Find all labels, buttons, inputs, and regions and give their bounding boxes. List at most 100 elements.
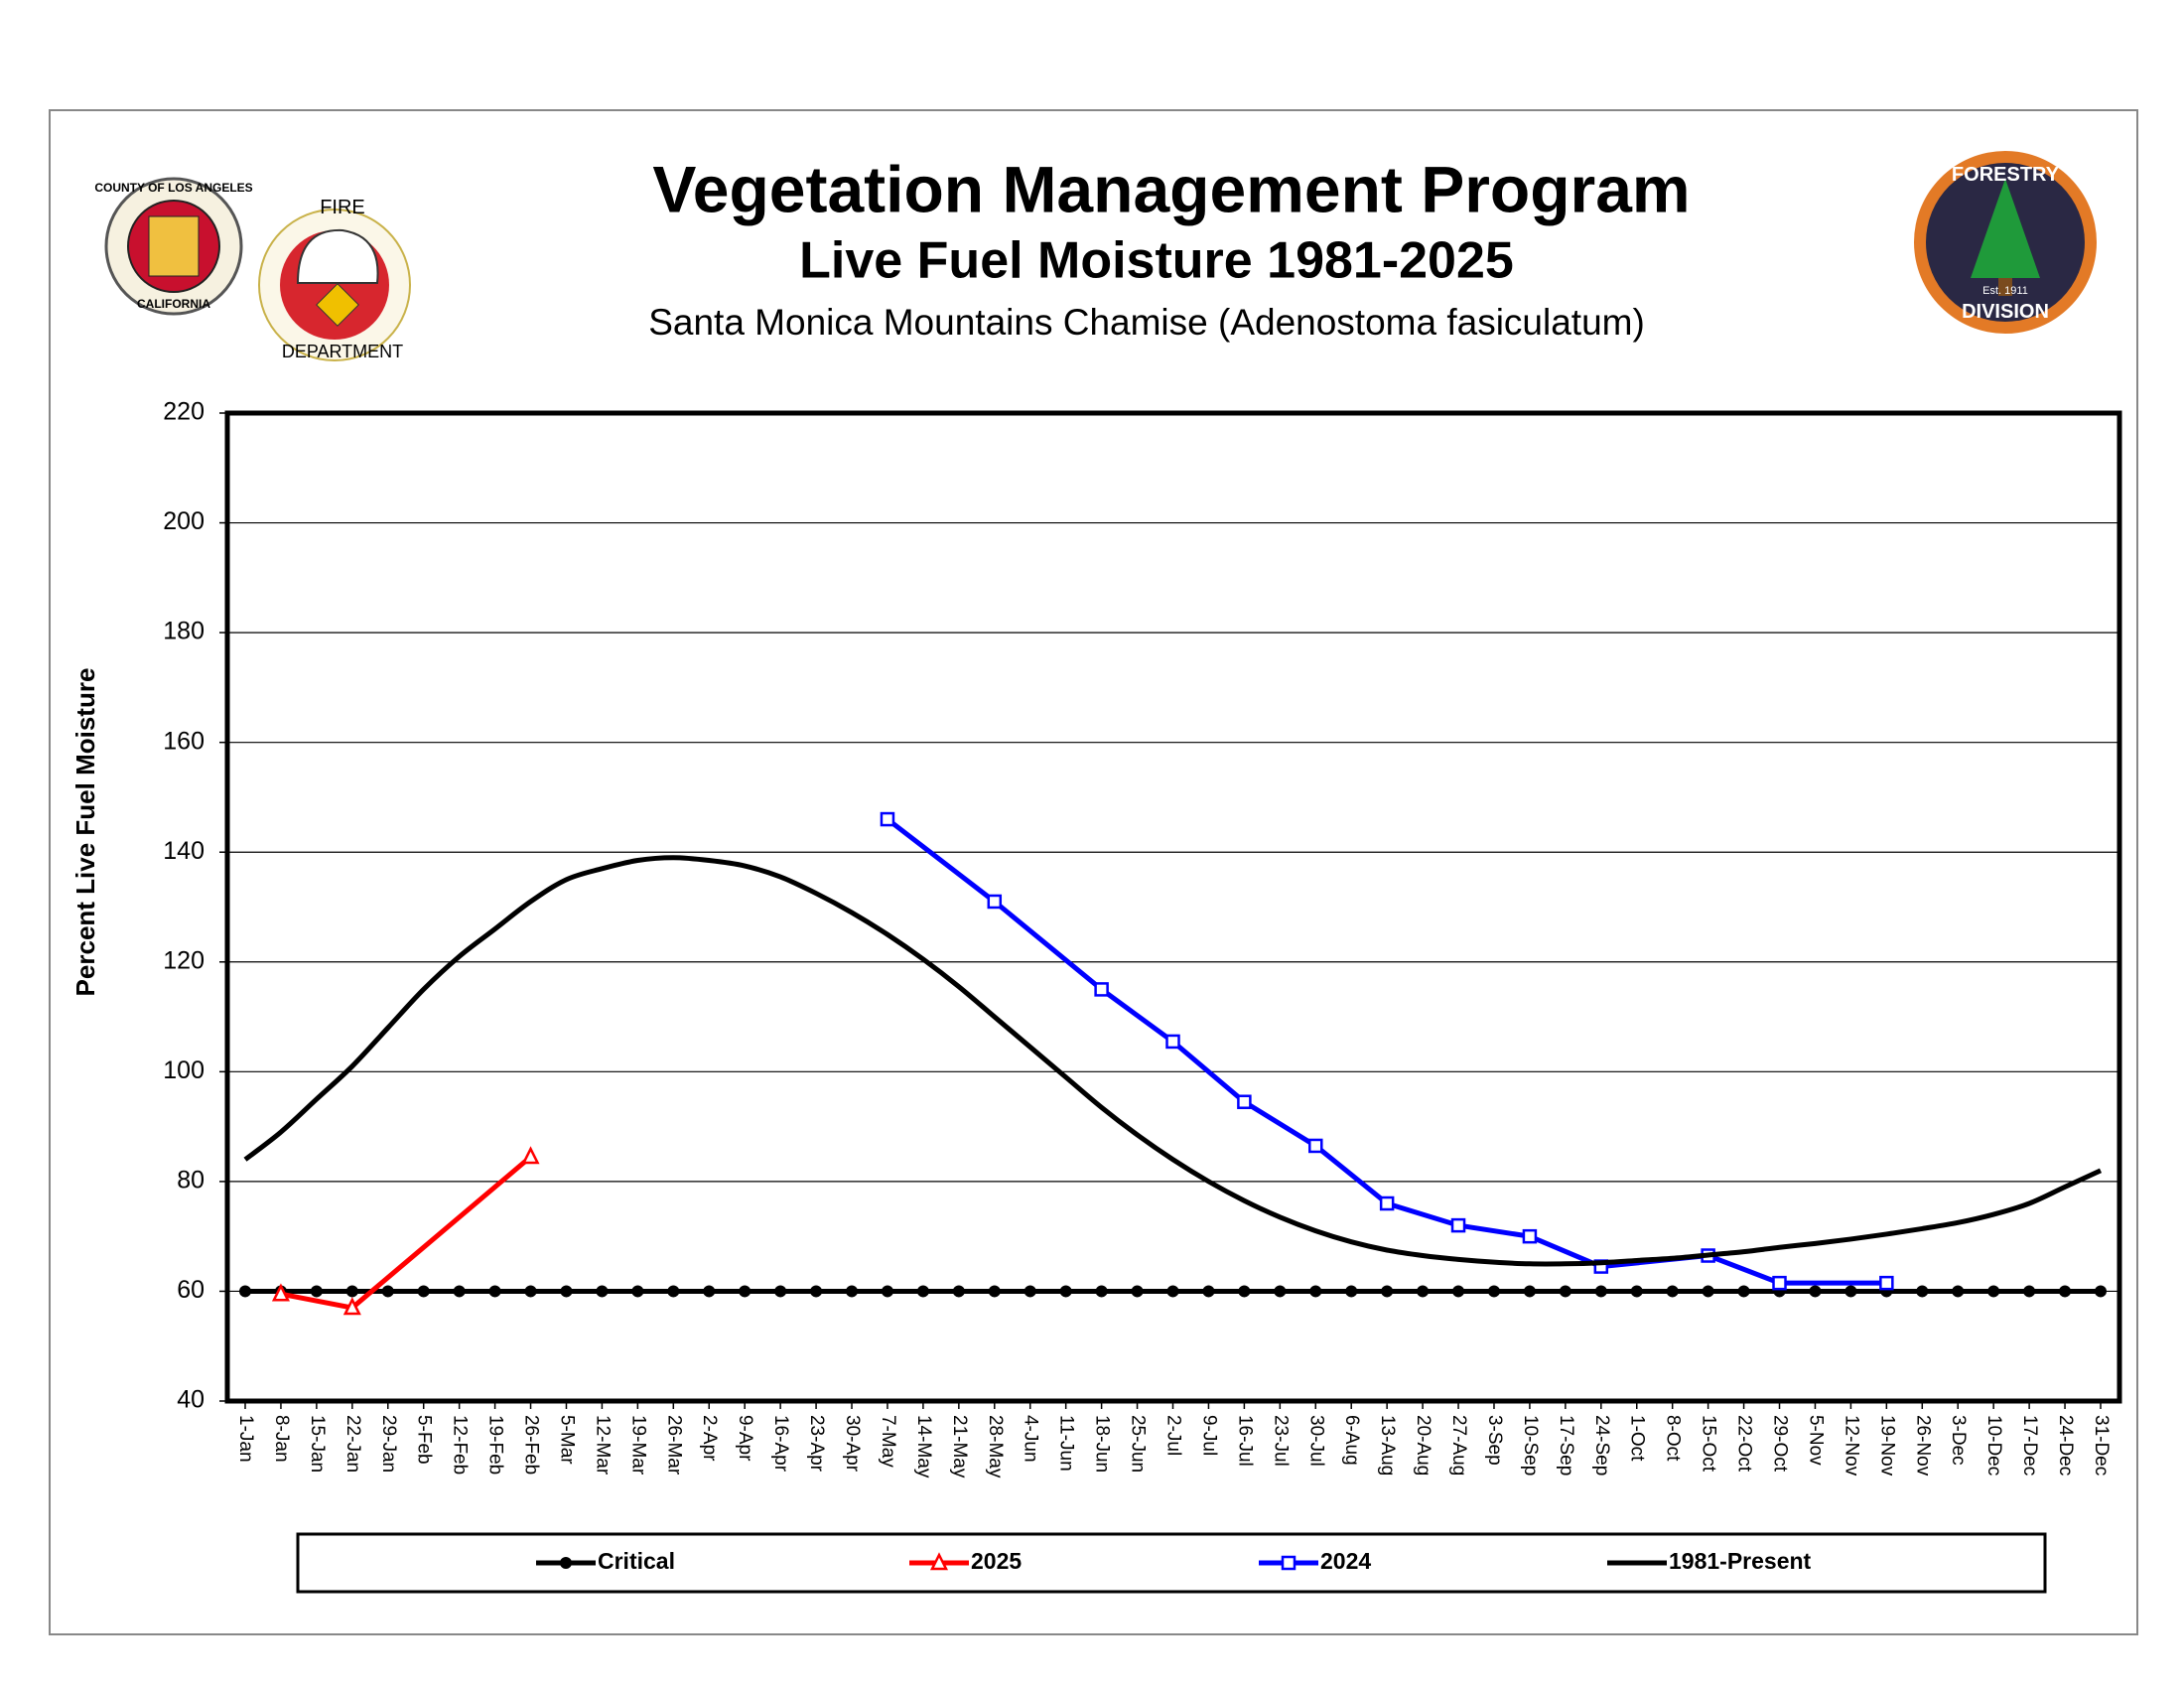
x-tick-label: 30-Jul (1305, 1415, 1326, 1467)
point (703, 1285, 716, 1298)
y-tick-label: 200 (163, 507, 205, 535)
y-axis-label: Percent Live Fuel Moisture (70, 668, 100, 997)
x-tick-label: 8-Oct (1663, 1415, 1684, 1462)
point (342, 1297, 361, 1316)
plot-area (224, 410, 2122, 1404)
x-tick-label: 1-Oct (1627, 1415, 1648, 1462)
x-tick-label: 16-Apr (770, 1415, 791, 1473)
x-tick-label: 6-Aug (1341, 1415, 1362, 1466)
y-tick-label: 140 (163, 837, 205, 865)
point (929, 1552, 949, 1571)
seal-text: Est. 1911 (1982, 285, 2028, 297)
point (739, 1285, 751, 1298)
chart-subtitle: Live Fuel Moisture 1981-2025 (799, 232, 1514, 290)
point (345, 1285, 358, 1298)
x-tick-label: 26-Mar (663, 1415, 684, 1476)
point (952, 1285, 965, 1298)
point (560, 1557, 572, 1569)
point (1166, 1285, 1179, 1298)
point (1237, 1094, 1252, 1109)
y-tick-label: 80 (177, 1166, 205, 1194)
point (1165, 1034, 1180, 1050)
point (1987, 1285, 2000, 1298)
point (1309, 1285, 1322, 1298)
point (1879, 1275, 1894, 1291)
point (2023, 1285, 2036, 1298)
y-tick-label: 120 (163, 946, 205, 974)
point (1202, 1285, 1215, 1298)
x-tick-label: 19-Nov (1876, 1415, 1897, 1477)
x-tick-label: 19-Feb (485, 1415, 506, 1475)
fire-seal: FIRE DEPARTMENT (258, 197, 411, 361)
point (1916, 1285, 1929, 1298)
x-tick-label: 13-Aug (1377, 1415, 1398, 1476)
chart-title: Vegetation Management Program (652, 152, 1690, 225)
x-tick-label: 24-Dec (2055, 1415, 2076, 1476)
x-tick-label: 28-May (985, 1415, 1006, 1478)
x-tick-label: 12-Nov (1841, 1415, 1861, 1477)
point (560, 1285, 573, 1298)
y-tick-label: 40 (177, 1386, 205, 1414)
x-tick-label: 30-Apr (842, 1415, 863, 1473)
point (1274, 1285, 1287, 1298)
x-tick-label: 5-Mar (556, 1415, 577, 1465)
forestry-seal: FORESTRY DIVISION Est. 1911 (1914, 151, 2097, 334)
point (774, 1285, 787, 1298)
point (881, 1285, 893, 1298)
point (1630, 1285, 1643, 1298)
x-tick-label: 17-Sep (1556, 1415, 1576, 1476)
point (1737, 1285, 1750, 1298)
point (1381, 1285, 1394, 1298)
x-tick-label: 27-Aug (1448, 1415, 1469, 1476)
x-tick-label: 24-Sep (1591, 1415, 1612, 1476)
point (1952, 1285, 1965, 1298)
x-tick-label: 29-Jan (378, 1415, 399, 1473)
x-tick-label: 2-Jul (1162, 1415, 1183, 1456)
y-tick-label: 100 (163, 1056, 205, 1084)
x-tick-label: 15-Jan (307, 1415, 328, 1473)
point (1308, 1138, 1323, 1154)
seal-text: FORESTRY (1952, 164, 2060, 186)
point (880, 811, 895, 827)
x-tick-label: 22-Oct (1734, 1415, 1755, 1473)
point (1024, 1285, 1036, 1298)
point (1702, 1285, 1714, 1298)
point (916, 1285, 929, 1298)
legend-label: Critical (598, 1548, 675, 1574)
y-tick-label: 180 (163, 618, 205, 645)
point (1523, 1285, 1536, 1298)
chart-subtitle: Santa Monica Mountains Chamise (Adenosto… (648, 302, 1645, 343)
series (271, 1146, 540, 1316)
point (1452, 1285, 1465, 1298)
point (988, 1285, 1001, 1298)
seal-text: FIRE (320, 197, 365, 218)
legend-label: 2024 (1320, 1548, 1371, 1574)
point (596, 1285, 609, 1298)
frame (49, 109, 2138, 1635)
point (417, 1285, 430, 1298)
point (1059, 1285, 1072, 1298)
x-tick-label: 19-Mar (627, 1415, 648, 1476)
point (310, 1285, 323, 1298)
x-tick-label: 15-Oct (1699, 1415, 1719, 1473)
point (1666, 1285, 1679, 1298)
x-tick-label: 12-Feb (450, 1415, 471, 1475)
x-tick-label: 3-Sep (1484, 1415, 1505, 1466)
seal-text: COUNTY OF LOS ANGELES (94, 181, 252, 195)
point (453, 1285, 466, 1298)
point (1094, 982, 1109, 997)
point (524, 1285, 537, 1298)
point (846, 1285, 859, 1298)
y-tick-label: 160 (163, 727, 205, 755)
x-tick-label: 10-Dec (1983, 1415, 2004, 1476)
point (239, 1285, 251, 1298)
point (1559, 1285, 1571, 1298)
x-tick-label: 8-Jan (271, 1415, 292, 1463)
x-tick-label: 20-Aug (1413, 1415, 1433, 1476)
point (987, 894, 1003, 910)
point (1772, 1275, 1787, 1291)
x-tick-label: 31-Dec (2091, 1415, 2112, 1476)
series-line (243, 855, 2103, 1267)
x-tick-label: 3-Dec (1948, 1415, 1969, 1466)
x-tick-label: 23-Apr (806, 1415, 827, 1473)
